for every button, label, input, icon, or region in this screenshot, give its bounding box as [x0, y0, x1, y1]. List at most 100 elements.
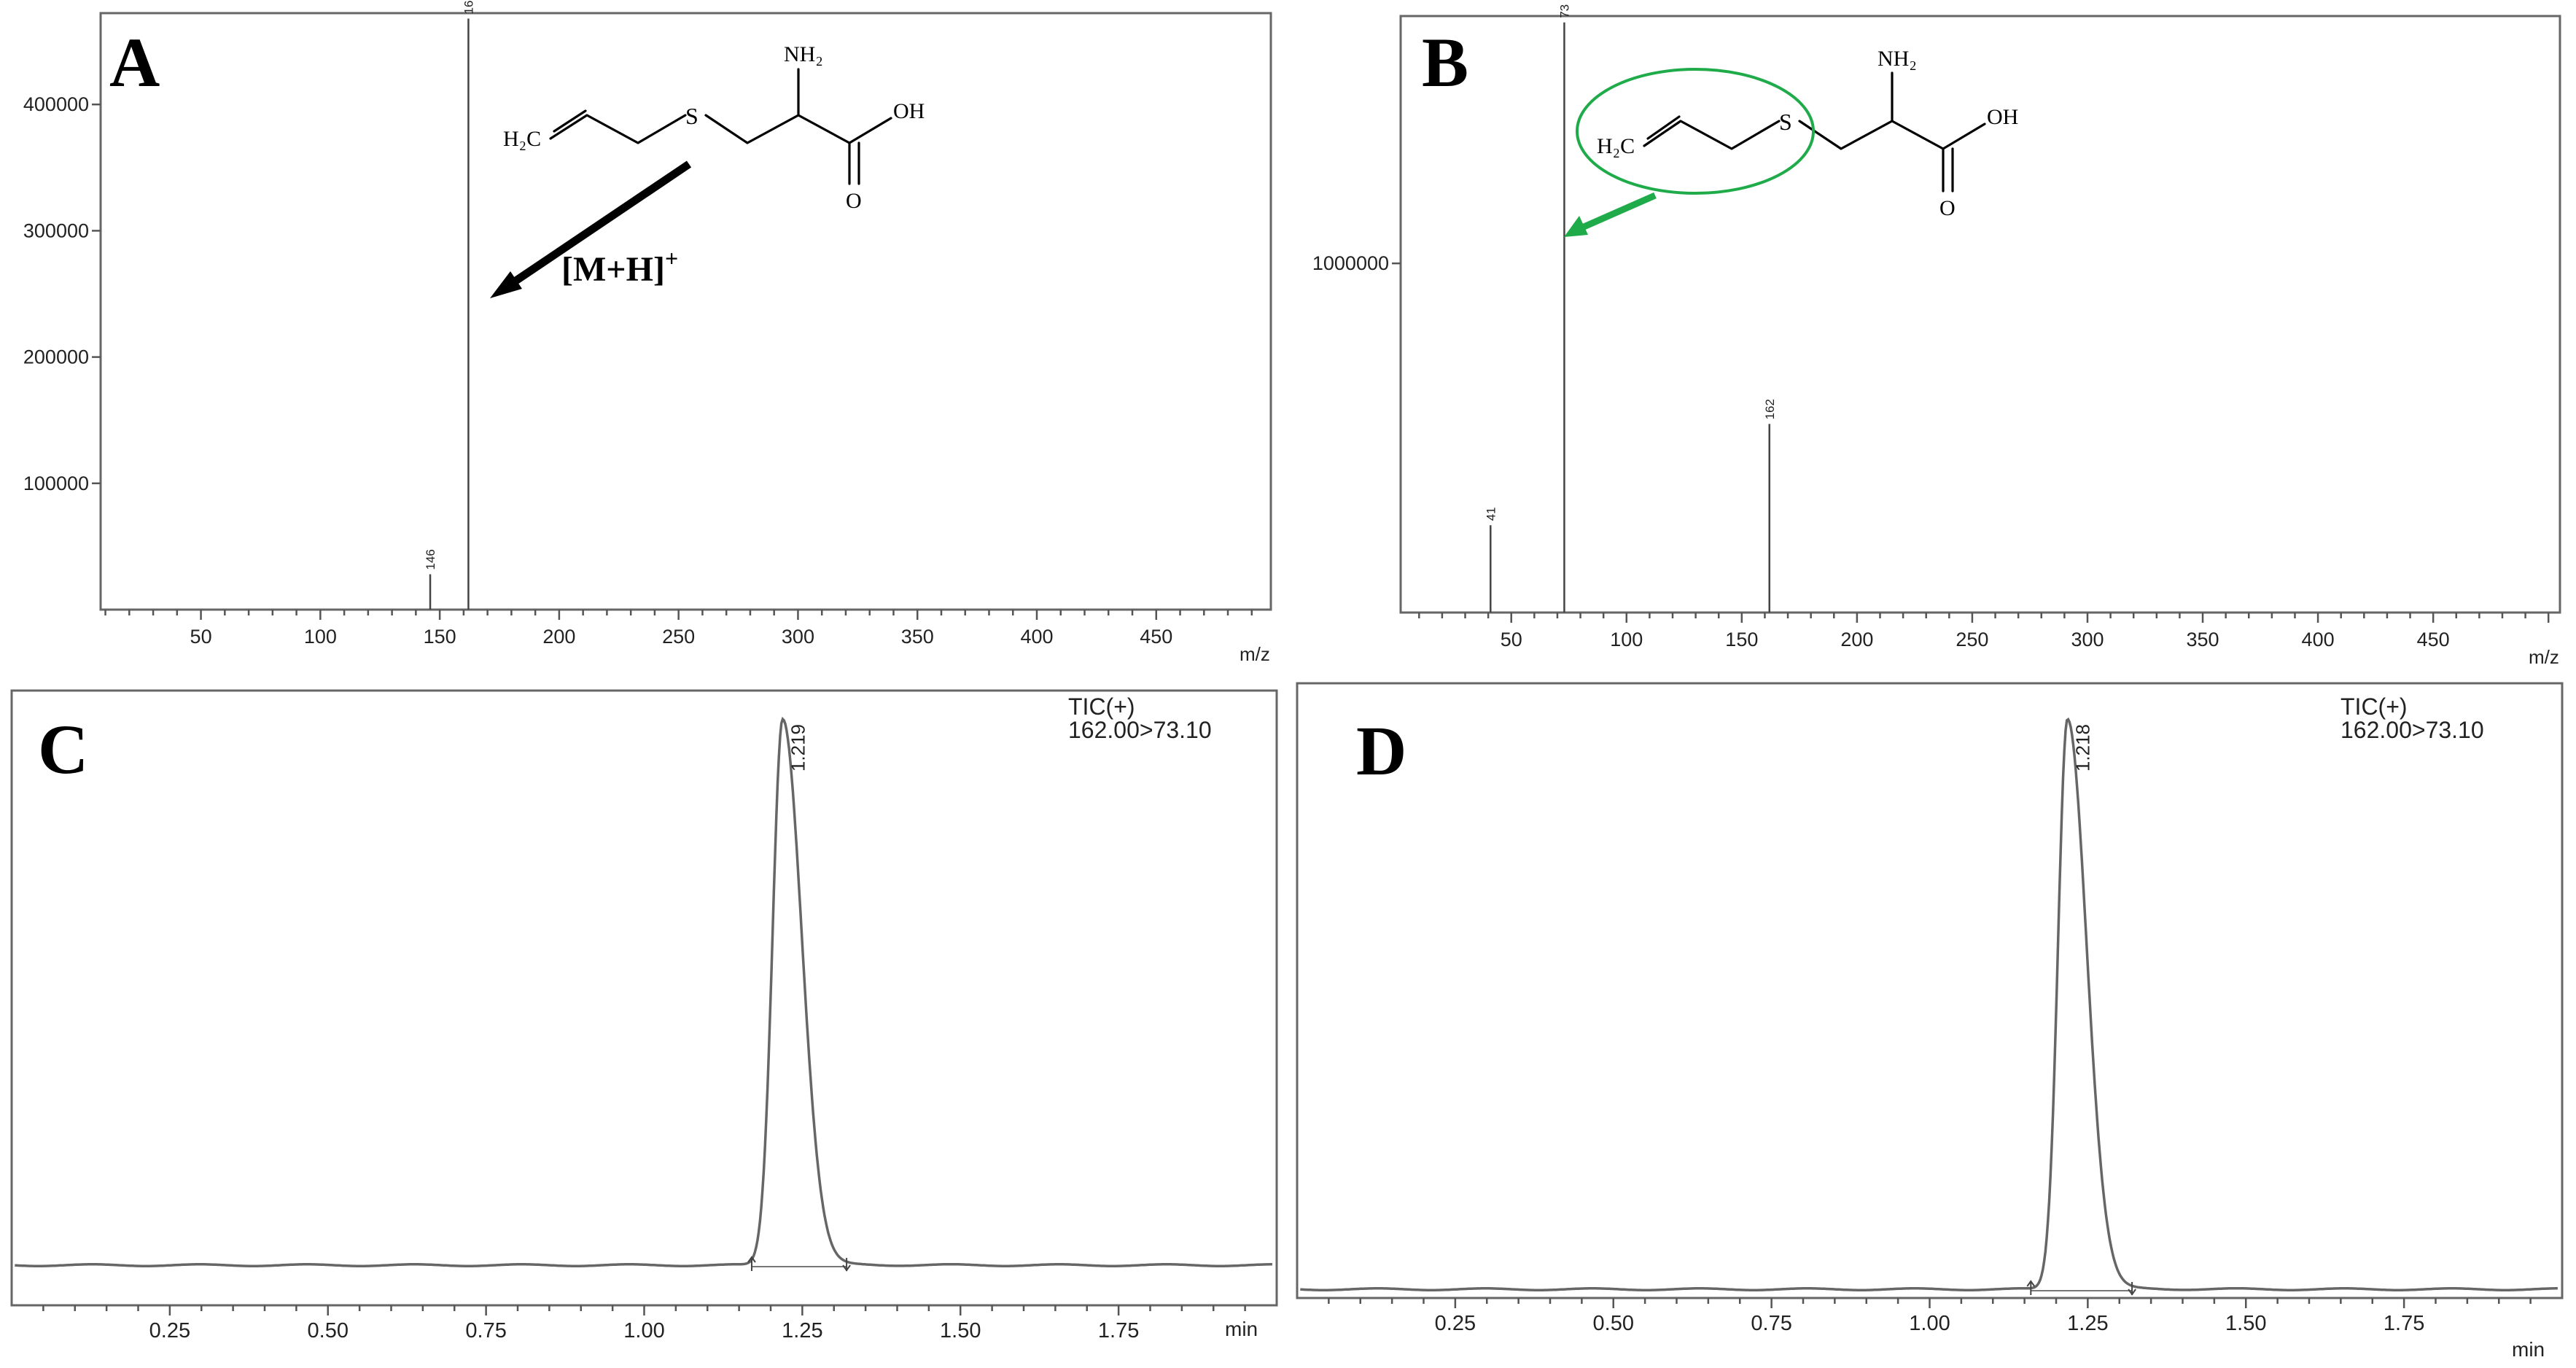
struct-b-o: O: [1939, 196, 1956, 220]
y-tick-label: 300000: [23, 219, 89, 241]
x-tick-label: 350: [2187, 629, 2219, 650]
panel-a-arrow: [490, 160, 692, 298]
x-tick-label: 100: [304, 626, 337, 648]
struct-a-h2c: H₂C: [503, 127, 541, 151]
panel-a-yticks: 100000 200000 300000 400000: [23, 93, 101, 494]
panel-b-xticks: 50 100 150 200 250 300 350 400 450: [1418, 613, 2550, 650]
struct-b-oh: OH: [1987, 105, 2018, 129]
panel-c-xticks: 0.25 0.50 0.75 1.00 1.25 1.50 1.75: [42, 1305, 1246, 1342]
panel-d-legend-2: 162.00>73.10: [2340, 717, 2484, 743]
panel-a-structure: H₂C S NH₂ OH O: [503, 42, 925, 213]
panel-b-highlight-ellipse: [1576, 68, 1815, 195]
x-tick-label: 1.25: [782, 1319, 822, 1342]
panel-b-green-arrow: [1564, 192, 1657, 237]
struct-b-s: S: [1779, 109, 1792, 135]
y-tick-label: 100000: [23, 473, 89, 494]
panel-b: 1000000 50 100 150 200 250 300 350 400 450 41 73 1…: [1312, 4, 2561, 668]
integration-arrowhead: [842, 1264, 851, 1272]
struct-b-bonds-2: [1798, 71, 1945, 150]
x-tick-label: 50: [1501, 629, 1522, 650]
panel-a-xlabel: m/z: [1240, 643, 1270, 665]
x-tick-label: 1.75: [2384, 1312, 2424, 1335]
struct-b-cooh: [1942, 123, 1986, 193]
peak-label: 73: [1557, 4, 1571, 18]
panel-b-peaks: 41 73 162: [1484, 4, 1777, 613]
panel-b-xlabel: m/z: [2529, 646, 2559, 668]
x-tick-label: 50: [190, 626, 212, 648]
struct-a-s: S: [685, 103, 699, 129]
panel-c: 0.25 0.50 0.75 1.00 1.25 1.50 1.75 1.219 C TIC…: [10, 689, 1278, 1342]
x-tick-label: 0.50: [308, 1319, 349, 1342]
x-tick-label: 250: [1956, 629, 1988, 650]
x-tick-label: 450: [2417, 629, 2450, 650]
peak-label: 162: [462, 0, 475, 14]
ion-sup: +: [665, 245, 678, 271]
panel-c-legend-2: 162.00>73.10: [1068, 717, 1212, 743]
struct-a-double: [553, 109, 587, 133]
x-tick-label: 1.00: [623, 1319, 664, 1342]
x-tick-label: 100: [1610, 629, 1643, 650]
panel-d-xticks: 0.25 0.50 0.75 1.00 1.25 1.50 1.75: [1328, 1298, 2532, 1335]
struct-a-oh: OH: [893, 99, 925, 123]
peak-label: 162: [1763, 399, 1777, 419]
panel-b-letter: B: [1422, 23, 1468, 101]
panel-d-letter: D: [1356, 712, 1406, 790]
panel-a-letter: A: [109, 23, 160, 101]
struct-b-bonds: [1643, 120, 1781, 150]
y-tick-label: 400000: [23, 93, 89, 115]
x-tick-label: 200: [542, 626, 575, 648]
panel-c-frame: [10, 689, 1278, 1307]
x-tick-label: 0.75: [1751, 1312, 1791, 1335]
x-tick-label: 300: [2071, 629, 2104, 650]
panel-d-xlabel: min: [2512, 1338, 2545, 1361]
x-tick-label: 150: [424, 626, 456, 648]
panel-a: 100000 200000 300000 400000 50 100 150 200 250 3…: [23, 0, 1272, 665]
struct-b-nh2: NH₂: [1877, 47, 1917, 71]
panel-a-xticks: 50 100 150 200 250 300 350 400 450: [104, 610, 1253, 648]
panel-c-markers: [747, 1256, 851, 1272]
panel-c-peak-label: 1.219: [787, 724, 809, 772]
panel-c-letter: C: [38, 710, 88, 788]
integration-arrowhead: [747, 1256, 756, 1263]
panel-d-markers: [2026, 1280, 2136, 1296]
x-tick-label: 1.75: [1098, 1319, 1139, 1342]
x-tick-label: 250: [662, 626, 695, 648]
panel-d-legend-1: TIC(+): [2340, 693, 2408, 720]
panel-b-frame: [1399, 15, 2561, 614]
x-tick-label: 150: [1725, 629, 1758, 650]
panel-d-frame: [1296, 682, 2564, 1299]
x-tick-label: 450: [1140, 626, 1172, 648]
panel-b-yticks: 1000000: [1312, 252, 1401, 274]
struct-b-h2c: H₂C: [1597, 134, 1635, 158]
panel-c-xlabel: min: [1225, 1318, 1258, 1340]
x-tick-label: 300: [782, 626, 814, 648]
x-tick-label: 350: [901, 626, 934, 648]
integration-arrowhead: [2128, 1289, 2136, 1296]
panel-a-frame: [99, 12, 1272, 611]
x-tick-label: 1.00: [1909, 1312, 1950, 1335]
struct-a-nh2: NH₂: [784, 42, 823, 66]
struct-a-bonds: [549, 114, 687, 144]
panel-a-peaks: 146 162: [424, 0, 475, 610]
x-tick-label: 1.25: [2067, 1312, 2108, 1335]
panel-d-trace: [1300, 717, 2558, 1291]
panel-a-ion-label: [M+H]+: [561, 245, 678, 289]
panel-b-structure: H₂C S NH₂ OH O: [1597, 47, 2018, 220]
x-tick-label: 200: [1840, 629, 1873, 650]
panel-c-legend-1: TIC(+): [1068, 693, 1135, 720]
struct-a-cooh: [848, 117, 892, 185]
x-tick-label: 400: [1020, 626, 1053, 648]
peak-label: 146: [424, 549, 437, 570]
struct-a-bonds-2: [704, 68, 851, 144]
x-tick-label: 1.50: [2225, 1312, 2266, 1335]
x-tick-label: 1.50: [940, 1319, 981, 1342]
struct-a-o: O: [846, 189, 862, 213]
struct-b-double: [1646, 115, 1681, 140]
peak-label: 41: [1484, 507, 1498, 521]
x-tick-label: 0.50: [1593, 1312, 1634, 1335]
panel-c-trace: [15, 716, 1272, 1267]
ion-text: [M+H]: [561, 250, 665, 289]
y-tick-label: 1000000: [1312, 252, 1389, 274]
integration-arrowhead: [2026, 1280, 2036, 1287]
